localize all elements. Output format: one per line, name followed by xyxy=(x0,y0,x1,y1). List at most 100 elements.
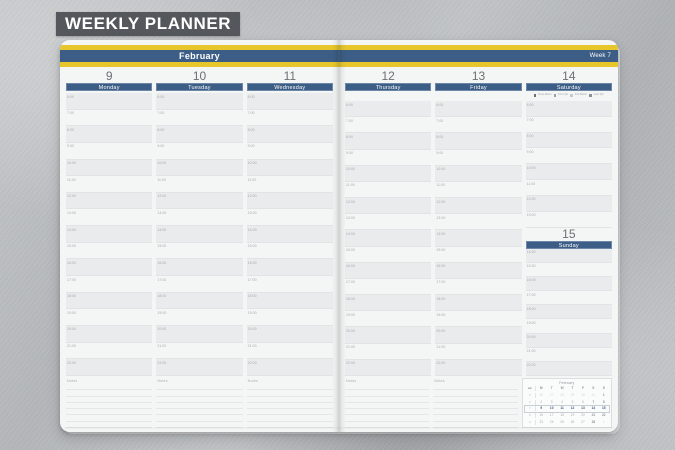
time-slot[interactable]: 17:00 xyxy=(66,276,153,293)
schedule-column-tuesday[interactable]: 6:00 7:00 8:00 9:00 10:00 11:00 12:00 13:00 14:0… xyxy=(156,93,243,376)
note-line[interactable] xyxy=(345,403,430,410)
time-slot[interactable]: 13:00 xyxy=(525,212,612,228)
notes-wednesday[interactable]: Notes xyxy=(246,378,333,428)
time-slot[interactable]: 11:00 xyxy=(345,182,432,199)
notes-lines[interactable] xyxy=(156,384,243,428)
note-line[interactable] xyxy=(433,397,518,403)
mini-calendar-day[interactable]: 18 xyxy=(560,413,564,418)
note-line[interactable] xyxy=(156,403,243,410)
note-line[interactable] xyxy=(66,397,153,403)
time-slot[interactable]: 13:00 xyxy=(66,209,153,227)
mini-calendar-day[interactable]: 1 xyxy=(602,419,605,424)
notes-lines[interactable] xyxy=(345,384,430,428)
time-slot[interactable]: 8:00 xyxy=(66,126,153,143)
mini-calendar-day[interactable]: 26 xyxy=(539,393,544,397)
notes-lines[interactable] xyxy=(66,384,153,428)
mini-calendar-day[interactable]: 1 xyxy=(602,393,605,397)
time-slot[interactable]: 11:00 xyxy=(435,182,522,199)
schedule-column-saturday-sunday[interactable]: 6:00 7:00 8:00 9:00 10:00 11:00 12:00 13:00 15 Su… xyxy=(525,101,612,377)
day-header-thursday[interactable]: 12 Thursday xyxy=(345,70,432,99)
mini-calendar-day[interactable]: 28 xyxy=(560,393,564,397)
time-slot[interactable]: 11:00 xyxy=(246,176,333,193)
time-slot[interactable]: 17:00 xyxy=(435,279,522,296)
time-slot[interactable]: 10:00 xyxy=(435,165,522,182)
time-slot[interactable]: 18:00 xyxy=(435,295,522,312)
notes-friday[interactable]: Notes xyxy=(433,378,518,428)
time-slot[interactable]: 9:00 xyxy=(345,150,432,166)
mini-calendar-day[interactable]: 20 xyxy=(581,413,585,418)
mini-calendar-day[interactable]: 21 xyxy=(591,413,596,418)
time-slot[interactable]: 11:00 xyxy=(525,180,612,196)
time-slot[interactable]: 15:00 xyxy=(66,243,153,260)
schedule-column-monday[interactable]: 6:00 7:00 8:00 9:00 10:00 11:00 12:00 13:00 14:0… xyxy=(66,93,153,376)
note-line[interactable] xyxy=(345,415,430,422)
note-line[interactable] xyxy=(246,397,333,403)
mini-calendar-day[interactable]: 27 xyxy=(581,419,585,424)
time-slot[interactable]: 22:00 xyxy=(525,361,612,377)
time-slot[interactable]: 13:00 xyxy=(435,214,522,231)
mini-calendar-day[interactable]: 12 xyxy=(570,406,575,411)
note-line[interactable] xyxy=(345,397,430,403)
schedule-grid-right[interactable]: 6:00 7:00 8:00 9:00 10:00 11:00 12:00 13:00 14:0… xyxy=(339,99,618,377)
time-slot[interactable]: 10:00 xyxy=(246,159,333,177)
note-line[interactable] xyxy=(66,415,153,422)
note-line[interactable] xyxy=(246,403,333,410)
time-slot[interactable]: 14:00 xyxy=(345,230,432,247)
schedule-column-friday[interactable]: 6:00 7:00 8:00 9:00 10:00 11:00 12:00 13:00 14:0… xyxy=(435,101,522,376)
note-line[interactable] xyxy=(433,390,518,397)
time-slot[interactable]: 14:00 xyxy=(435,230,522,247)
mini-calendar-day[interactable]: 7 xyxy=(592,399,595,404)
time-slot[interactable]: 6:00 xyxy=(435,101,522,118)
note-line[interactable] xyxy=(156,422,243,428)
time-slot[interactable]: 18:00 xyxy=(66,292,153,310)
time-slot[interactable]: 19:00 xyxy=(525,319,612,334)
mini-calendar-week-row[interactable]: 9 23 24 25 26 27 28 1 xyxy=(525,419,609,426)
day-header-tuesday[interactable]: 10 Tuesday xyxy=(156,70,243,91)
schedule-grid-left[interactable]: 6:00 7:00 8:00 9:00 10:00 11:00 12:00 13:00 14:0… xyxy=(60,91,339,376)
note-line[interactable] xyxy=(66,390,153,397)
mini-calendar-day[interactable]: 3 xyxy=(550,399,553,404)
note-line[interactable] xyxy=(246,390,333,397)
time-slot[interactable]: 7:00 xyxy=(156,110,243,127)
time-slot[interactable]: 16:00 xyxy=(156,259,243,277)
time-slot[interactable]: 9:00 xyxy=(246,143,333,160)
time-slot[interactable]: 12:00 xyxy=(345,198,432,215)
note-line[interactable] xyxy=(433,403,518,410)
mini-calendar-day[interactable]: 2 xyxy=(540,399,543,404)
time-slot[interactable]: 13:00 xyxy=(345,214,432,231)
time-slot[interactable]: 22:00 xyxy=(156,359,243,376)
mini-calendar[interactable]: February wk M T W T F S S 5 26 27 28 29 30 31 1 6 2 3 4 5 6 7 8… xyxy=(521,378,612,428)
time-slot[interactable]: 10:00 xyxy=(66,159,153,177)
notes-thursday[interactable]: Notes xyxy=(345,378,430,428)
time-slot[interactable]: 21:00 xyxy=(435,344,522,360)
day-header-saturday[interactable]: 14 Saturday New Moon First Qtr Full Moon La… xyxy=(525,70,612,99)
time-slot[interactable]: 21:00 xyxy=(345,344,432,360)
time-slot[interactable]: 16:00 xyxy=(345,262,432,279)
time-slot[interactable]: 16:00 xyxy=(435,262,522,279)
time-slot[interactable]: 8:00 xyxy=(435,133,522,150)
time-slot[interactable]: 22:00 xyxy=(246,359,333,376)
time-slot[interactable]: 17:00 xyxy=(246,276,333,293)
time-slot[interactable]: 21:00 xyxy=(66,343,153,360)
note-line[interactable] xyxy=(246,409,333,416)
day-header-monday[interactable]: 9 Monday xyxy=(66,70,153,91)
time-slot[interactable]: 6:00 xyxy=(525,101,612,117)
mini-calendar-day[interactable]: 26 xyxy=(570,419,575,424)
time-slot[interactable]: 19:00 xyxy=(345,311,432,328)
time-slot[interactable]: 20:00 xyxy=(435,327,522,344)
mini-calendar-day[interactable]: 29 xyxy=(570,393,575,397)
mini-calendar-day[interactable]: 19 xyxy=(570,413,575,418)
time-slot[interactable]: 22:00 xyxy=(435,359,522,376)
note-line[interactable] xyxy=(156,415,243,422)
time-slot[interactable]: 20:00 xyxy=(156,325,243,343)
time-slot[interactable]: 13:00 xyxy=(246,209,333,227)
time-slot[interactable]: 15:00 xyxy=(156,243,243,260)
time-slot[interactable]: 16:00 xyxy=(525,276,612,292)
note-line[interactable] xyxy=(66,409,153,416)
notes-monday[interactable]: Notes xyxy=(66,378,153,428)
time-slot[interactable]: 7:00 xyxy=(66,110,153,127)
time-slot[interactable]: 9:00 xyxy=(66,143,153,160)
time-slot[interactable]: 17:00 xyxy=(345,279,432,296)
note-line[interactable] xyxy=(345,384,430,391)
time-slot[interactable]: 15:00 xyxy=(525,263,612,277)
